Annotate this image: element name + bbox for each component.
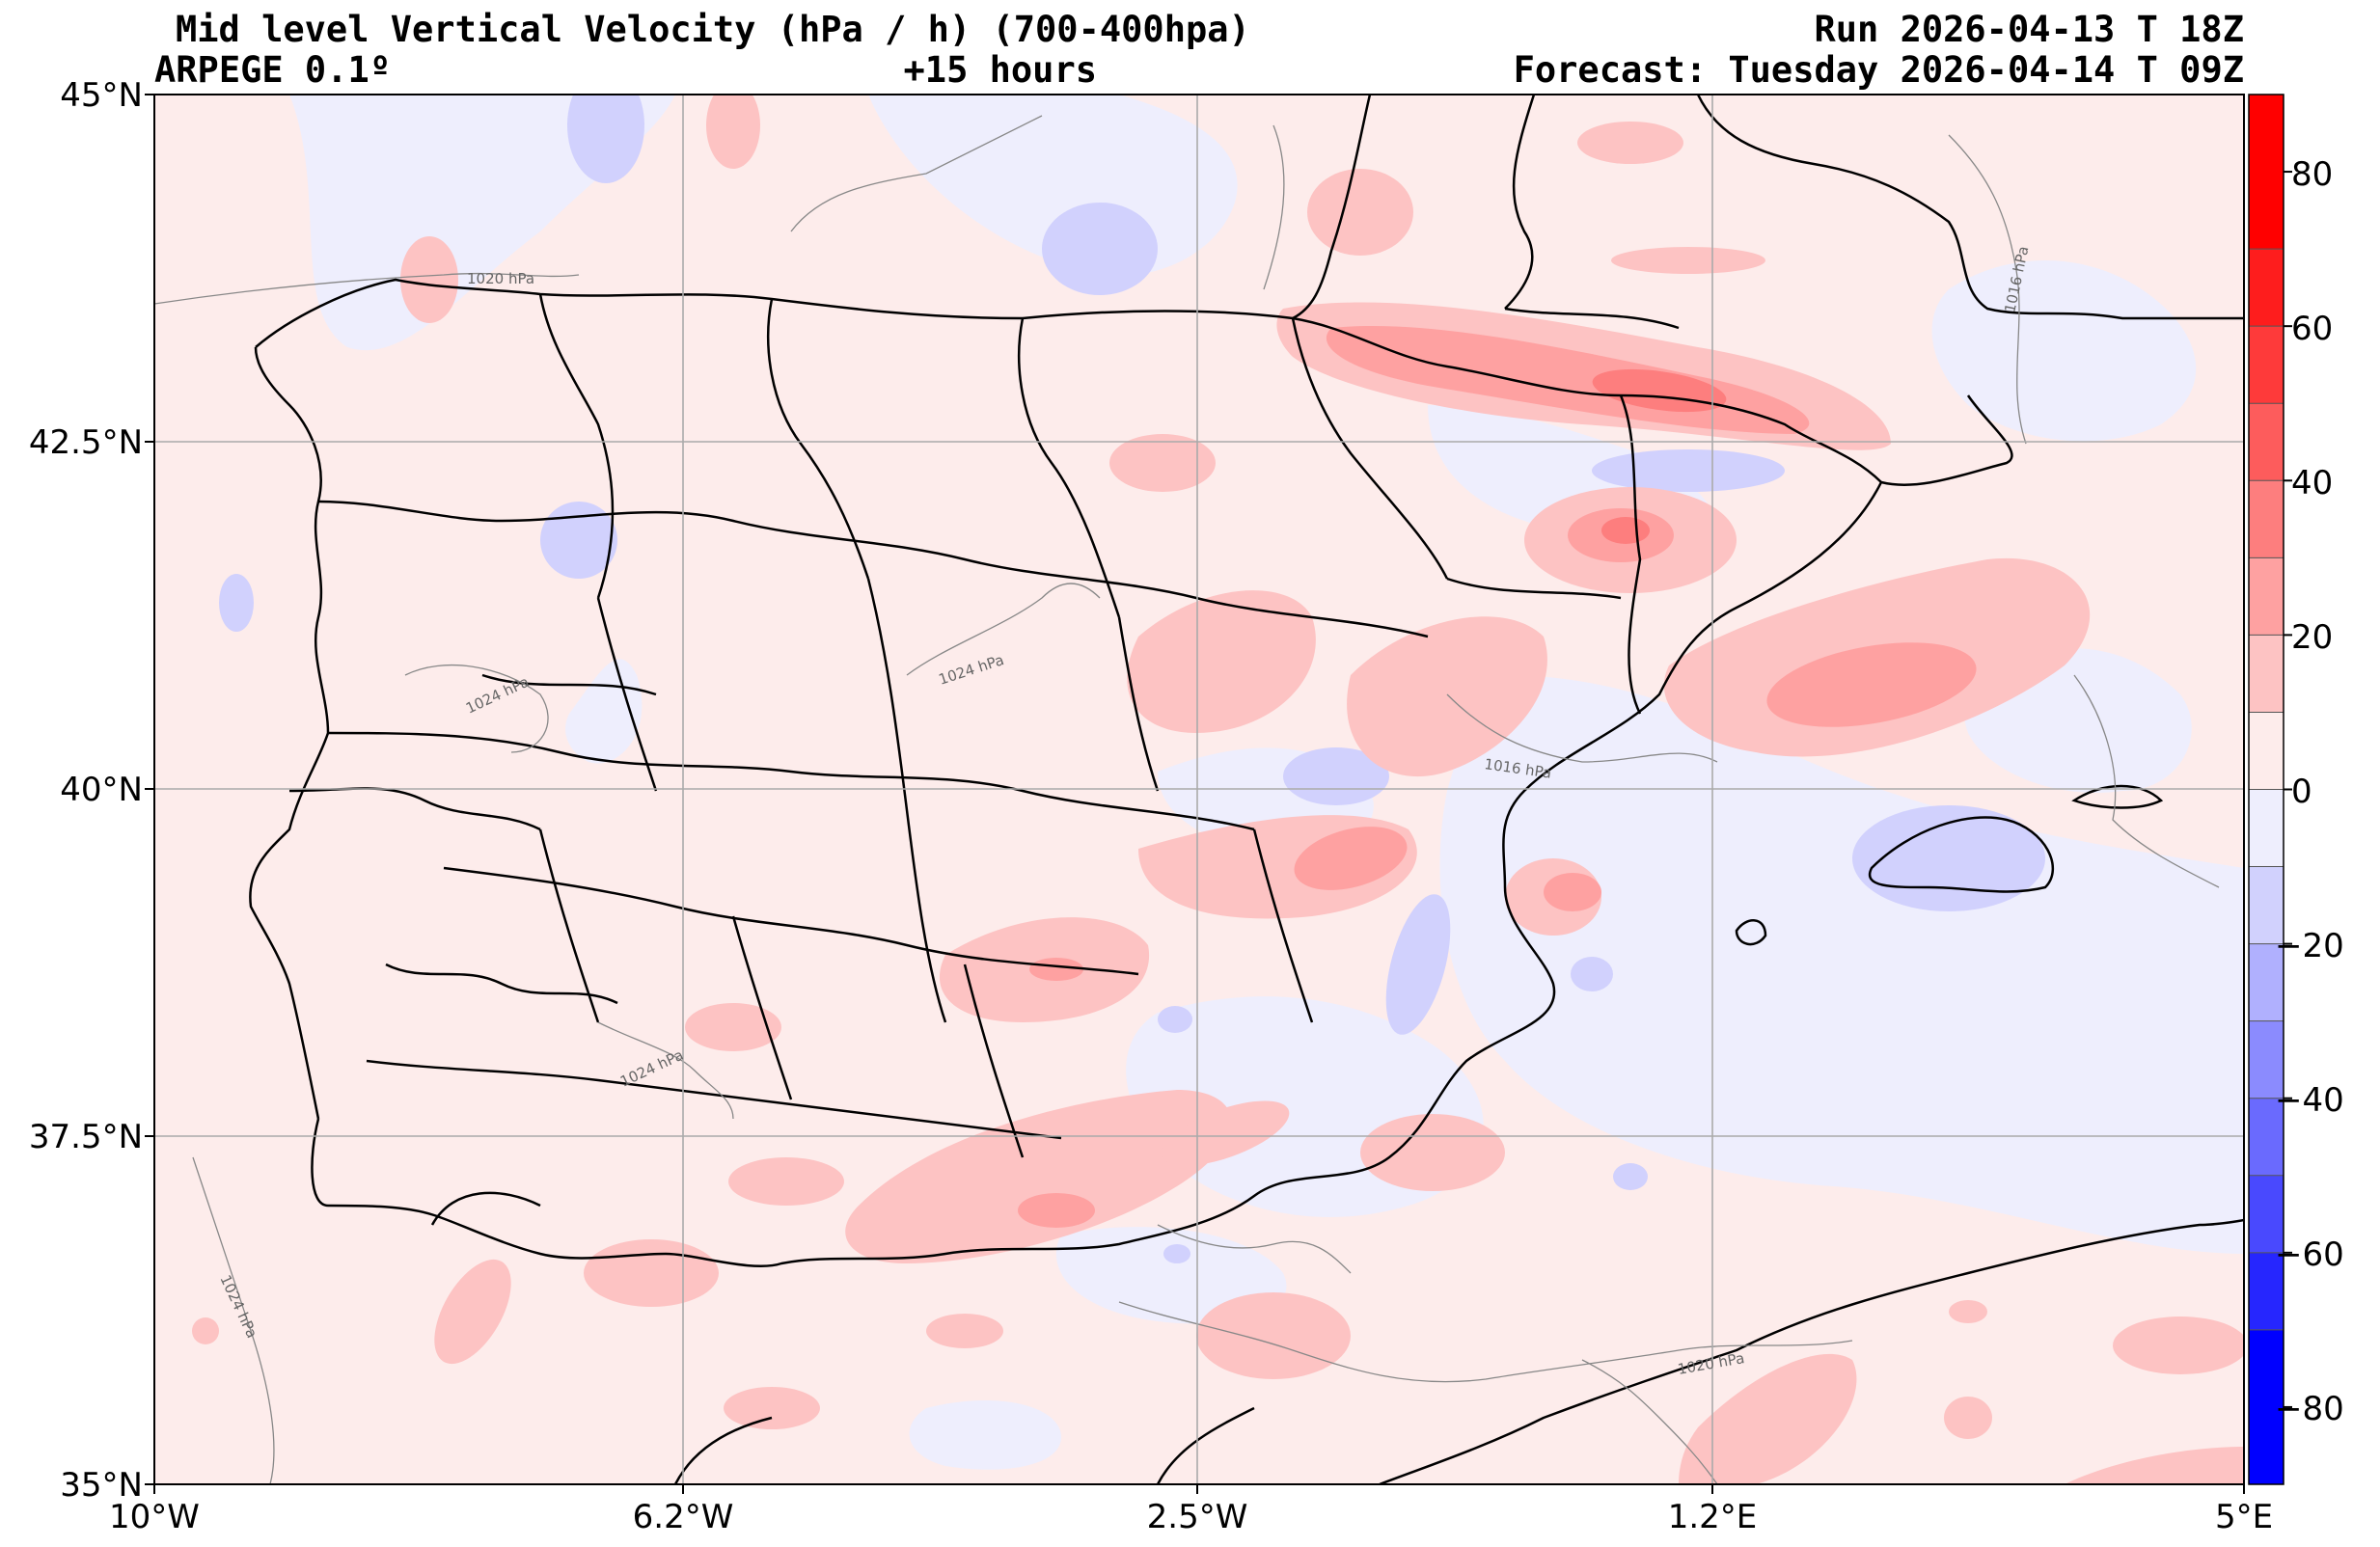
lon-label: 10°W [109,1498,200,1536]
colorbar-tick-label: 0 [2291,773,2312,811]
lat-label: 45°N [60,76,143,115]
colorbar [2249,95,2292,1484]
colorbar-tick-label: 40 [2291,464,2333,502]
colorbar-bin [2249,790,2284,867]
colorbar-bin [2249,712,2284,789]
colorbar-tick-label: 80 [2291,155,2333,194]
colorbar-tick-label: 60 [2291,310,2333,348]
latitude-labels: 45°N 42.5°N 40°N 37.5°N 35°N [29,76,143,1505]
isobar-label: 1020 hPa [467,270,534,287]
lon-label: 6.2°W [633,1498,734,1536]
colorbar-labels: 80 60 40 20 0 −20 −40 −60 −80 [2275,155,2344,1428]
colorbar-tick-label: −60 [2275,1235,2344,1274]
colorbar-bin [2249,95,2284,249]
colorbar-bin [2249,635,2284,712]
lat-label: 40°N [60,771,143,809]
longitude-labels: 10°W 6.2°W 2.5°W 1.2°E 5°E [109,1498,2273,1536]
lat-label: 42.5°N [29,423,143,462]
colorbar-bin [2249,403,2284,480]
lon-label: 1.2°E [1668,1498,1758,1536]
lon-label: 5°E [2215,1498,2273,1536]
colorbar-tick-label: 20 [2291,618,2333,657]
colorbar-tick-label: −20 [2275,927,2344,965]
colorbar-bin [2249,249,2284,326]
lat-label: 37.5°N [29,1118,143,1156]
colorbar-bin [2249,557,2284,635]
colorbar-tick-label: −40 [2275,1081,2344,1120]
colorbar-bin [2249,480,2284,557]
lon-label: 2.5°W [1147,1498,1248,1536]
colorbar-tick-label: −80 [2275,1390,2344,1428]
colorbar-bin [2249,326,2284,403]
